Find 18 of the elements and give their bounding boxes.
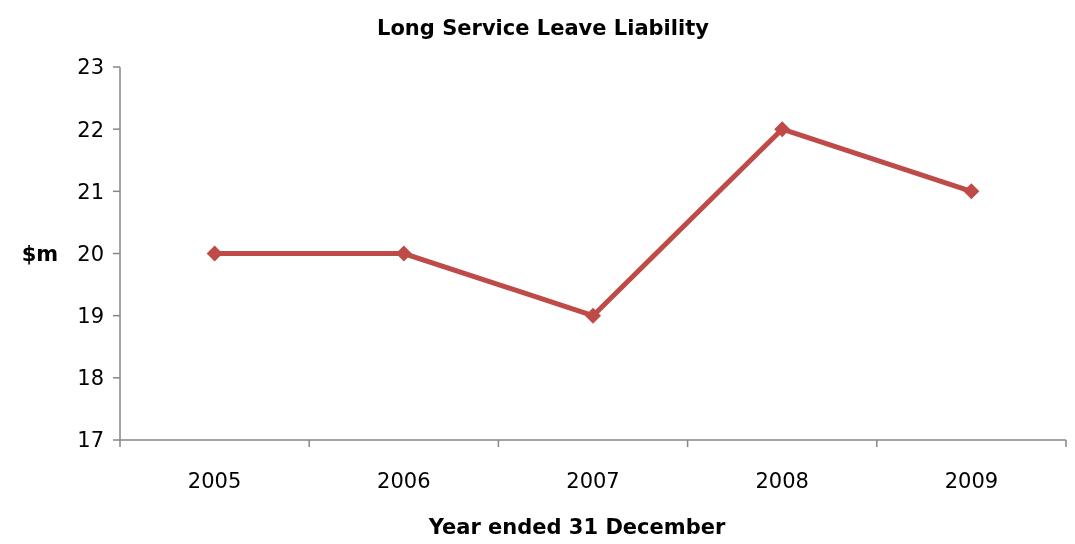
y-tick-label: 22 xyxy=(77,117,104,142)
y-tick-label: 17 xyxy=(77,428,104,453)
y-axis-title: $m xyxy=(21,241,59,266)
x-tick-label: 2009 xyxy=(944,469,999,493)
point xyxy=(963,183,980,200)
y-tick-label: 19 xyxy=(77,304,104,329)
chart-title: Long Service Leave Liability xyxy=(377,16,710,40)
x-axis-title: Year ended 31 December xyxy=(427,515,726,539)
y-tick-label: 21 xyxy=(77,179,104,204)
x-tick-label: 2005 xyxy=(187,469,242,493)
x-tick-label: 2006 xyxy=(377,469,431,493)
y-tick-label: 18 xyxy=(77,366,104,391)
point xyxy=(585,307,601,324)
y-tick-label: 20 xyxy=(77,241,104,266)
x-tick-label: 2008 xyxy=(755,469,809,493)
point xyxy=(774,121,791,138)
x-tick-label: 2007 xyxy=(566,469,620,493)
y-tick-label: 23 xyxy=(77,55,104,80)
